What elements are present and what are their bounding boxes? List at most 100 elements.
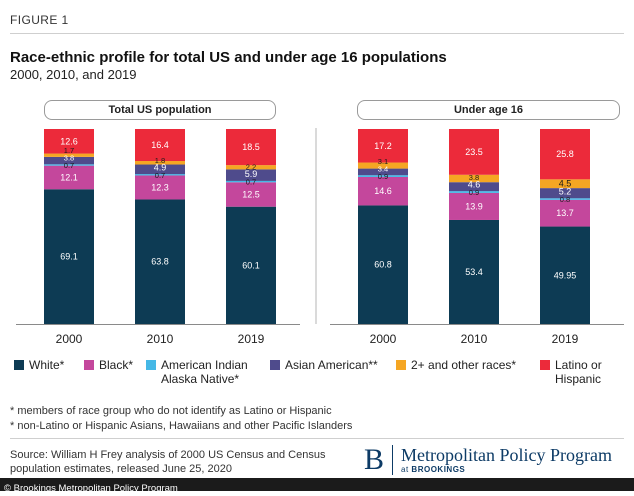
data-label: 0.8 [560, 195, 570, 204]
data-label: 60.1 [242, 260, 260, 270]
bar-segment [135, 175, 185, 200]
data-label: 5.2 [559, 187, 572, 197]
bar-segment [226, 206, 276, 324]
x-tick-label: 2010 [461, 332, 488, 346]
data-label: 4.9 [154, 162, 167, 172]
bar-segment [449, 182, 499, 192]
legend: White* Black* American Indian Alaska Nat… [10, 358, 624, 392]
bar-segment [540, 198, 590, 200]
legend-label-latino: Latino or Hispanic [555, 358, 602, 386]
data-label: 69.1 [60, 252, 78, 262]
panel-title-under16: Under age 16 [357, 100, 620, 120]
legend-swatch-aian [146, 360, 156, 370]
bar-segment [44, 153, 94, 157]
bottom-rule [10, 438, 624, 439]
bar-segment [449, 192, 499, 220]
logo-divider [392, 445, 394, 475]
bar-segment [135, 161, 185, 165]
legend-swatch-black [84, 360, 94, 370]
data-label: 12.1 [60, 172, 78, 182]
bar-segment [44, 156, 94, 165]
legend-swatch-latino [540, 360, 550, 370]
logo-mark: B [364, 443, 385, 476]
bar-segment [135, 199, 185, 324]
legend-swatch-asian [270, 360, 280, 370]
x-tick-label: 2019 [238, 332, 265, 346]
legend-item-latino: Latino or Hispanic [540, 358, 624, 386]
bar-segment [358, 129, 408, 163]
top-rule [10, 33, 624, 34]
data-label: 18.5 [242, 142, 260, 152]
bar-segment [135, 129, 185, 162]
data-label: 2.2 [246, 163, 256, 172]
data-label: 0.7 [246, 178, 256, 187]
data-label: 1.7 [64, 146, 74, 155]
data-label: 49.95 [554, 270, 577, 280]
chart-subtitle: 2000, 2010, and 2019 [10, 67, 137, 82]
footer-credit: © Brookings Metropolitan Policy Program [4, 483, 178, 494]
legend-label-black: Black* [99, 358, 134, 372]
bar-segment [358, 205, 408, 324]
data-label: 12.5 [242, 189, 260, 199]
data-label: 3.8 [64, 153, 74, 162]
data-label: 3.1 [378, 157, 388, 166]
legend-label-aian: American Indian Alaska Native* [161, 358, 248, 386]
source-text: Source: William H Frey analysis of 2000 … [10, 449, 326, 475]
legend-item-black: Black* [84, 358, 133, 372]
bar-segment [449, 129, 499, 175]
data-label: 25.8 [556, 149, 574, 159]
bar-segment [44, 165, 94, 190]
logo-sub-name: BROOKINGS [411, 465, 466, 474]
bar-segment [44, 129, 94, 154]
bar-segment [135, 174, 185, 176]
bar-segment [226, 180, 276, 183]
data-label: 0.7 [64, 161, 74, 170]
legend-item-white: White* [14, 358, 64, 372]
bar-segment [226, 165, 276, 170]
bar-segment [449, 191, 499, 193]
data-label: 3.4 [378, 165, 388, 174]
data-label: 0.9 [469, 188, 479, 197]
bar-segment [44, 189, 94, 324]
data-label: 17.2 [374, 141, 392, 151]
logo-subtitle: at BROOKINGS [401, 465, 612, 474]
logo-sub-prefix: at [401, 465, 412, 474]
legend-item-asian: Asian American** [270, 358, 378, 372]
legend-label-multirace: 2+ and other races* [411, 358, 517, 372]
data-label: 12.6 [60, 136, 78, 146]
data-label: 5.9 [245, 169, 258, 179]
bar-segment [358, 175, 408, 177]
data-label: 13.7 [556, 208, 574, 218]
footnote-asian: * non-Latino or Hispanic Asians, Hawaiia… [10, 420, 353, 432]
data-label: 60.8 [374, 260, 392, 270]
bar-segment [226, 182, 276, 207]
bar-segment [540, 179, 590, 189]
data-label: 0.7 [155, 171, 165, 180]
data-label: 1.8 [155, 156, 165, 165]
bar-segment [226, 129, 276, 166]
brookings-logo: B Metropolitan Policy Program at BROOKIN… [364, 445, 612, 475]
legend-swatch-multirace [396, 360, 406, 370]
bar-segment [540, 129, 590, 180]
x-tick-label: 2019 [552, 332, 579, 346]
x-tick-label: 2000 [370, 332, 397, 346]
legend-label-white: White* [29, 358, 65, 372]
data-label: 12.3 [151, 182, 169, 192]
legend-item-aian: American Indian Alaska Native* [146, 358, 266, 386]
legend-swatch-white [14, 360, 24, 370]
bar-segment [226, 169, 276, 181]
figure-label: FIGURE 1 [10, 13, 69, 27]
bar-segment [358, 176, 408, 206]
legend-label-asian: Asian American** [285, 358, 378, 372]
chart-title: Race-ethnic profile for total US and und… [10, 49, 447, 66]
bar-segment [449, 219, 499, 324]
bar-segment [358, 162, 408, 169]
bar-segment [540, 199, 590, 227]
data-label: 0.9 [378, 172, 388, 181]
data-label: 63.8 [151, 257, 169, 267]
data-label: 4.5 [559, 179, 572, 189]
data-label: 16.4 [151, 140, 169, 150]
x-tick-label: 2010 [147, 332, 174, 346]
panel-title-total: Total US population [44, 100, 276, 120]
bar-segment [540, 226, 590, 324]
